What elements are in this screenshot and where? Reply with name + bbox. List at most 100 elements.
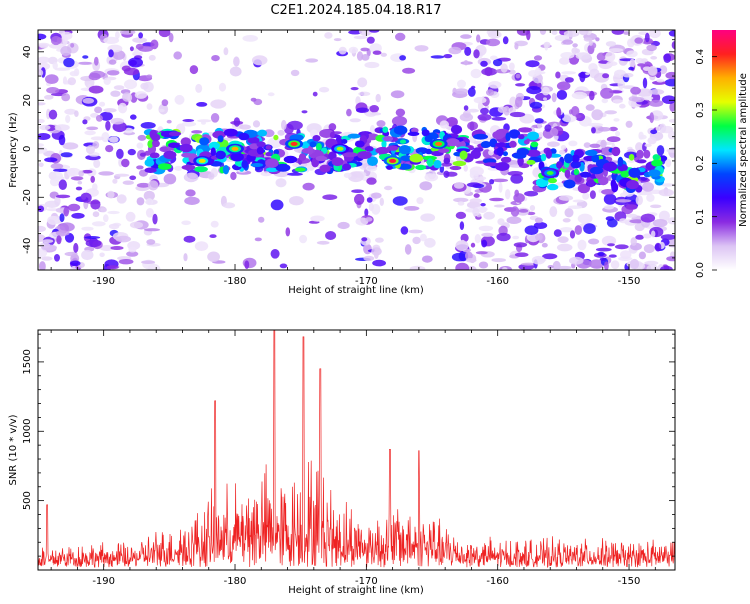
heatmap-cell bbox=[361, 237, 368, 242]
heatmap-cell bbox=[44, 157, 58, 163]
heatmap-cell bbox=[535, 233, 543, 241]
heatmap-cell bbox=[110, 117, 125, 125]
heatmap-cell bbox=[381, 139, 387, 149]
heatmap-cell bbox=[48, 171, 63, 181]
heatmap-cell bbox=[44, 94, 54, 100]
heatmap-cell bbox=[67, 203, 81, 212]
heatmap-cell bbox=[368, 203, 374, 211]
snr-series-line bbox=[38, 330, 675, 569]
heatmap-cell bbox=[655, 126, 661, 131]
heatmap-cell bbox=[481, 232, 494, 237]
heatmap-cell bbox=[589, 259, 605, 269]
heatmap-cell bbox=[459, 113, 474, 122]
heatmap-cell bbox=[641, 58, 648, 63]
heatmap-cell bbox=[287, 172, 303, 176]
heatmap-cell bbox=[620, 250, 632, 259]
heatmap-cell bbox=[92, 141, 100, 149]
heatmap-cell bbox=[258, 216, 265, 223]
heatmap-cell bbox=[324, 32, 333, 39]
heatmap-cell bbox=[45, 74, 59, 84]
heatmap-cell bbox=[475, 251, 488, 255]
heatmap-cell bbox=[559, 227, 573, 233]
heatmap-cell bbox=[99, 245, 114, 251]
heatmap-cell bbox=[563, 179, 576, 189]
heatmap-cell bbox=[55, 194, 71, 199]
heatmap-cell bbox=[443, 170, 450, 178]
heatmap-cell bbox=[667, 217, 675, 225]
heatmap-cell bbox=[38, 205, 45, 213]
heatmap-cell bbox=[59, 213, 65, 223]
heatmap-cell bbox=[455, 240, 469, 252]
heatmap-cell bbox=[644, 32, 650, 43]
heatmap-cell bbox=[265, 152, 272, 157]
heatmap-cell bbox=[41, 256, 53, 261]
heatmap-cell bbox=[38, 162, 44, 168]
heatmap-cell bbox=[65, 114, 71, 124]
heatmap-cell bbox=[82, 97, 95, 104]
heatmap-cell bbox=[158, 30, 171, 38]
heatmap-cell bbox=[463, 164, 468, 172]
heatmap-cell bbox=[533, 222, 548, 229]
heatmap-cell bbox=[564, 169, 571, 179]
heatmap-cell bbox=[247, 136, 260, 144]
heatmap-cell bbox=[515, 83, 526, 87]
heatmap-cell bbox=[508, 129, 521, 139]
heatmap-cell bbox=[450, 124, 463, 135]
heatmap-cell bbox=[611, 146, 621, 157]
heatmap-cell bbox=[319, 164, 331, 173]
heatmap-cell bbox=[90, 199, 101, 210]
heatmap-cell bbox=[85, 239, 102, 248]
heatmap-cell bbox=[103, 214, 109, 223]
heatmap-cell bbox=[525, 60, 540, 68]
heatmap-cell bbox=[73, 242, 79, 253]
heatmap-cell bbox=[400, 155, 413, 162]
heatmap-cell bbox=[446, 117, 458, 127]
heatmap-cell bbox=[613, 118, 620, 122]
heatmap-cell bbox=[514, 43, 519, 50]
heatmap-cell bbox=[439, 153, 445, 164]
heatmap-cell bbox=[173, 51, 182, 60]
heatmap-cell bbox=[108, 59, 117, 65]
heatmap-cell bbox=[489, 197, 504, 202]
heatmap-cell bbox=[524, 225, 539, 235]
heatmap-cell bbox=[635, 234, 644, 240]
colorbar-tick-label: 0.2 bbox=[695, 155, 706, 171]
heatmap-cell bbox=[364, 146, 374, 152]
heatmap-cell bbox=[67, 77, 77, 86]
heatmap-cell bbox=[656, 78, 665, 83]
heatmap-cell bbox=[283, 155, 298, 164]
heatmap-cell bbox=[583, 142, 591, 149]
heatmap-cell bbox=[81, 226, 94, 231]
heatmap-cell bbox=[486, 89, 495, 96]
heatmap-cell bbox=[643, 149, 651, 159]
heatmap-cell bbox=[50, 35, 62, 46]
heatmap-cell bbox=[230, 171, 237, 181]
heatmap-cell bbox=[103, 36, 120, 45]
heatmap-cell bbox=[509, 140, 517, 148]
heatmap-cell bbox=[270, 249, 280, 259]
heatmap-cell bbox=[356, 107, 369, 113]
heatmap-cell bbox=[448, 46, 462, 55]
heatmap-cell bbox=[183, 172, 199, 183]
heatmap-cell bbox=[174, 165, 183, 171]
heatmap-cell bbox=[132, 37, 148, 43]
heatmap-cell bbox=[454, 88, 469, 95]
heatmap-cell bbox=[617, 79, 626, 89]
heatmap-cell bbox=[571, 154, 580, 163]
snr-frame bbox=[37, 329, 676, 571]
heatmap-cell bbox=[150, 39, 159, 50]
heatmap-cell bbox=[585, 72, 590, 76]
heatmap-cell bbox=[510, 173, 524, 184]
spectrogram-xlabel: Height of straight line (km) bbox=[288, 285, 424, 296]
heatmap-cell bbox=[136, 142, 144, 149]
heatmap-cell bbox=[222, 202, 236, 209]
heatmap-cell bbox=[463, 60, 469, 66]
heatmap-cell bbox=[38, 225, 46, 232]
heatmap-cell bbox=[218, 82, 227, 92]
heatmap-cell bbox=[549, 206, 558, 218]
heatmap-cell bbox=[58, 134, 66, 146]
heatmap-cell bbox=[196, 102, 208, 107]
heatmap-cell bbox=[290, 69, 300, 77]
heatmap-cell bbox=[671, 41, 675, 50]
x-tick-label: -150 bbox=[618, 576, 641, 587]
